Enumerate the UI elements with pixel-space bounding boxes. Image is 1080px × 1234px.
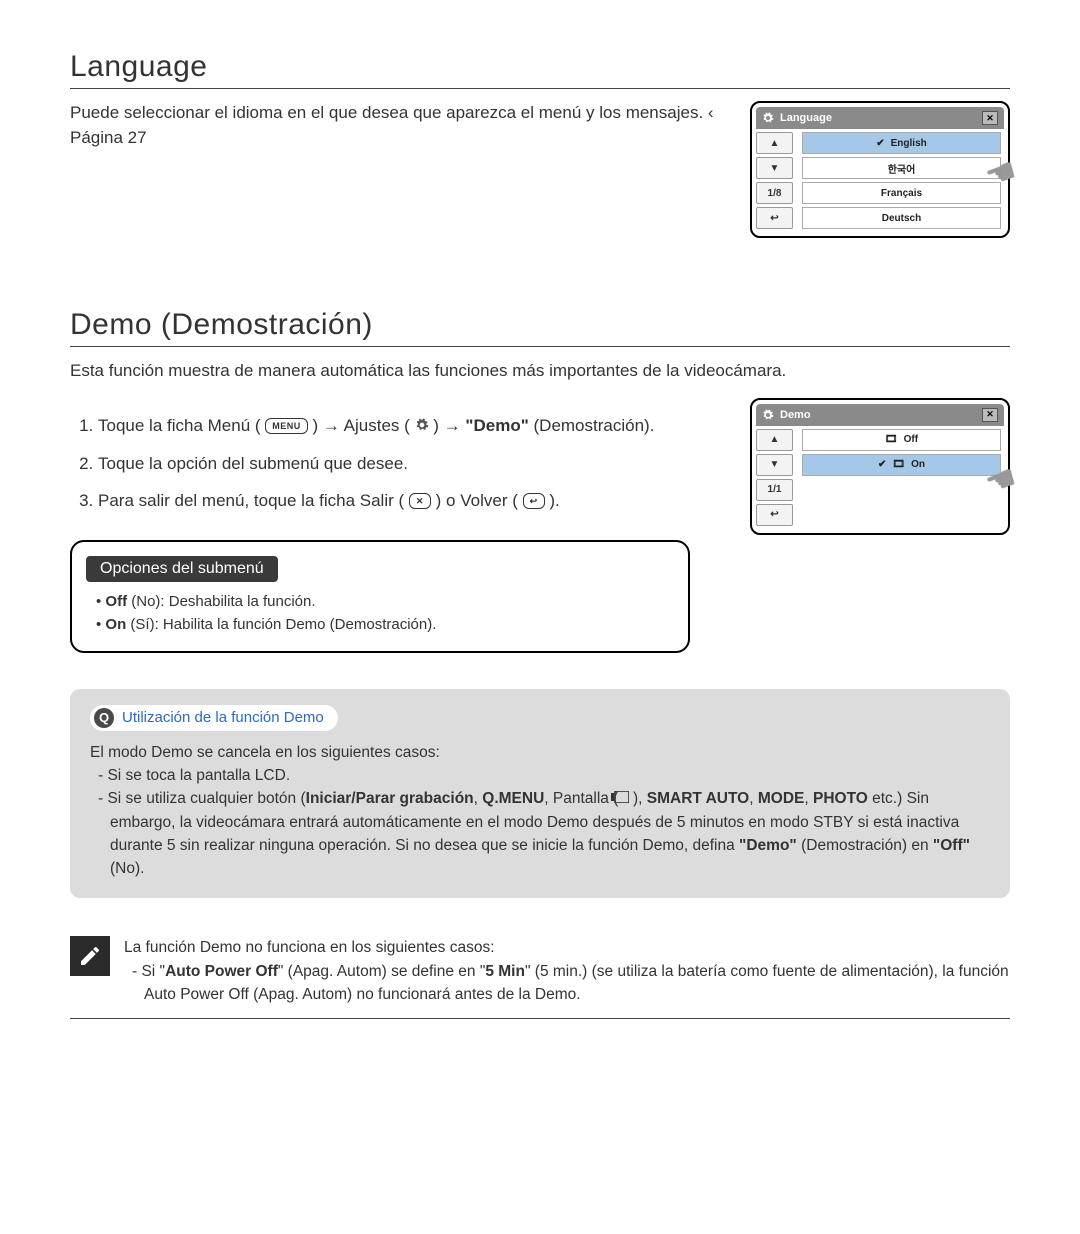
text: La función Demo no funciona en los sigui… [124,936,1010,959]
section-title-language: Language [70,50,1010,89]
note-body: La función Demo no funciona en los sigui… [124,936,1010,1006]
list-item-label: Deutsch [882,213,921,224]
pencil-icon [70,936,110,976]
close-icon[interactable]: ✕ [982,111,998,125]
up-button[interactable]: ▲ [756,132,793,154]
list-item[interactable]: Deutsch [802,207,1001,229]
tip-box: Q Utilización de la función Demo El modo… [70,689,1010,899]
page-indicator: 1/8 [756,182,793,204]
list-item[interactable]: ✔ 🎞 On [802,454,1001,476]
text: - Si se utiliza cualquier botón (Iniciar… [90,787,990,880]
text: (Sí): Habilita la función Demo (Demostra… [126,616,436,633]
check-icon: ✔ [878,459,886,470]
text: (No): Deshabilita la función. [127,593,315,610]
close-icon[interactable]: ✕ [982,408,998,422]
list-item[interactable]: Français [802,182,1001,204]
tip-badge-label: Utilización de la función Demo [122,709,324,726]
text: Toque la ficha Menú ( [98,416,261,435]
tip-body: El modo Demo se cancela en los siguiente… [90,741,990,881]
opciones-tab: Opciones del submenú [86,556,278,582]
list-item[interactable]: ✔ English [802,132,1001,154]
lcd-title: Language [780,112,832,124]
text: ) → Ajustes ( [313,416,410,435]
close-pill-icon: ✕ [409,493,431,509]
off-label: Off [105,593,127,610]
opt-off: • Off (No): Deshabilita la función. [96,590,670,613]
lcd-title: Demo [780,409,811,421]
step-1: Toque la ficha Menú ( MENU ) → Ajustes (… [98,412,720,440]
magnifier-icon: Q [94,708,114,728]
gear-icon [762,409,774,421]
language-intro: Puede seleccionar el idioma en el que de… [70,101,720,150]
tip-badge: Q Utilización de la función Demo [90,705,338,731]
gear-icon [415,413,429,440]
list-item[interactable]: 한국어 [802,157,1001,179]
down-button[interactable]: ▼ [756,454,793,476]
section-title-demo: Demo (Demostración) [70,308,1010,347]
lcd-side-buttons: ▲ ▼ 1/8 ↩ [756,129,796,232]
lcd-demo-list: 🎞 Off ✔ 🎞 On [796,426,1004,529]
step-3: Para salir del menú, toque la ficha Sali… [98,487,720,514]
lcd-header: Demo ✕ [756,404,1004,426]
demo-intro: Esta función muestra de manera automátic… [70,359,1010,384]
lcd-language: Language ✕ ▲ ▼ 1/8 ↩ ✔ English 한국어 França… [750,101,1010,238]
step-2: Toque la opción del submenú que desee. [98,450,720,477]
text: ) → [433,416,465,435]
lcd-demo: Demo ✕ ▲ ▼ 1/1 ↩ 🎞Off ✔🎞On ☚ [750,398,1010,535]
film-icon: 🎞 [892,459,905,470]
opciones-box: Opciones del submenú • Off (No): Deshabi… [70,540,690,653]
lcd-header: Language ✕ [756,107,1004,129]
list-item[interactable]: 🎞 Off [802,429,1001,451]
page-indicator: 1/1 [756,479,793,501]
on-label: On [105,616,126,633]
text: (Demostración). [534,416,655,435]
down-button[interactable]: ▼ [756,157,793,179]
lcd-language-list: ✔ English 한국어 Français Deutsch [796,129,1004,232]
lcd-side-buttons: ▲ ▼ 1/1 ↩ [756,426,796,529]
list-item-label: Off [904,434,918,445]
text: Para salir del menú, toque la ficha Sali… [98,491,404,510]
check-icon: ✔ [876,138,884,149]
demo-steps: Toque la ficha Menú ( MENU ) → Ajustes (… [70,412,720,514]
up-button[interactable]: ▲ [756,429,793,451]
list-item-label: English [891,138,927,149]
list-item-label: On [911,459,925,470]
menu-pill-icon: MENU [265,418,308,434]
text: - Si "Auto Power Off" (Apag. Autom) se d… [124,960,1010,1007]
list-item-label: Français [881,188,922,199]
text: ). [549,491,559,510]
text: - Si se toca la pantalla LCD. [90,764,990,787]
display-icon [623,787,629,810]
text: El modo Demo se cancela en los siguiente… [90,741,990,764]
demo-label: "Demo" [465,416,528,435]
note-row: La función Demo no funciona en los sigui… [70,936,1010,1019]
opt-on: • On (Sí): Habilita la función Demo (Dem… [96,613,670,636]
back-pill-icon: ↩ [523,493,545,509]
gear-icon [762,112,774,124]
film-icon: 🎞 [885,434,898,445]
text: ) o Volver ( [436,491,518,510]
list-item-label: 한국어 [888,161,916,176]
back-button[interactable]: ↩ [756,207,793,229]
back-button[interactable]: ↩ [756,504,793,526]
